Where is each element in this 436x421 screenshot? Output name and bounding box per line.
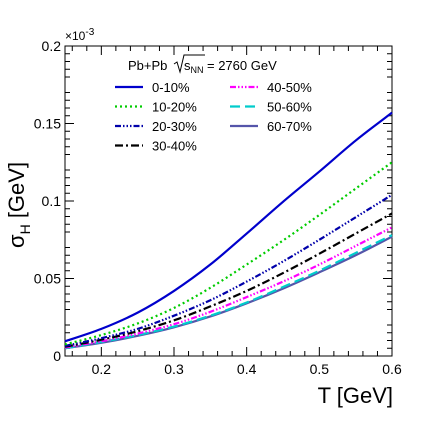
svg-text:= 2760 GeV: = 2760 GeV	[207, 58, 277, 73]
header-sqrt-var: s	[184, 58, 191, 73]
legend-label-10-20%: 10-20%	[152, 100, 197, 115]
y-scale-exponent: -3	[85, 27, 94, 38]
axes: 0.2 0.3 0.4 0.5 0.6 0 0.05 0.1 0.15 0.2	[34, 38, 402, 377]
series-line-50-60%	[64, 234, 393, 350]
svg-text:σH [GeV]: σH [GeV]	[4, 162, 33, 248]
y-axis-symbol: σ	[4, 234, 29, 248]
series-layer	[64, 111, 393, 350]
y-axis-unit: [GeV]	[4, 162, 29, 224]
svg-text:sNN: sNN	[184, 58, 204, 75]
x-tick-label: 0.4	[237, 361, 257, 377]
y-tick-label: 0.2	[42, 38, 62, 54]
y-axis-title: σH [GeV]	[4, 162, 33, 248]
series-line-40-50%	[64, 226, 393, 349]
series-line-10-20%	[64, 161, 393, 346]
y-axis-subscript: H	[17, 224, 33, 234]
x-tick-label: 0.3	[164, 361, 184, 377]
series-line-30-40%	[64, 212, 393, 348]
header-sqrt-sub: NN	[191, 65, 204, 75]
legend-label-20-30%: 20-30%	[152, 119, 197, 134]
legend-label-60-70%: 60-70%	[267, 119, 312, 134]
x-tick-label: 0.5	[310, 361, 330, 377]
y-scale-base: ×10	[65, 29, 86, 43]
legend-label-40-50%: 40-50%	[267, 80, 312, 95]
y-tick-label: 0	[53, 348, 61, 364]
chart-header: Pb+Pb sNN = 2760 GeV	[128, 54, 277, 75]
legend-label-30-40%: 30-40%	[152, 139, 197, 154]
svg-text:Pb+Pb: Pb+Pb	[128, 58, 167, 73]
x-tick-label: 0.6	[382, 361, 402, 377]
series-line-0-10%	[64, 111, 393, 343]
y-tick-label: 0.1	[42, 193, 62, 209]
legend-label-50-60%: 50-60%	[267, 100, 312, 115]
y-tick-label: 0.15	[34, 116, 61, 132]
sqrt-symbol	[173, 54, 205, 74]
series-line-20-30%	[64, 193, 393, 348]
legend: 0-10% 10-20% 20-30% 30-40% 40-50% 50-60% 60-70…	[115, 80, 312, 154]
y-tick-label: 0.05	[34, 271, 61, 287]
y-scale-factor: ×10-3	[65, 27, 95, 43]
x-tick-label: 0.2	[92, 361, 112, 377]
header-prefix: Pb+Pb	[128, 58, 167, 73]
x-axis-title: T [GeV]	[318, 383, 393, 408]
header-suffix: = 2760 GeV	[207, 58, 277, 73]
legend-label-0-10%: 0-10%	[152, 80, 190, 95]
